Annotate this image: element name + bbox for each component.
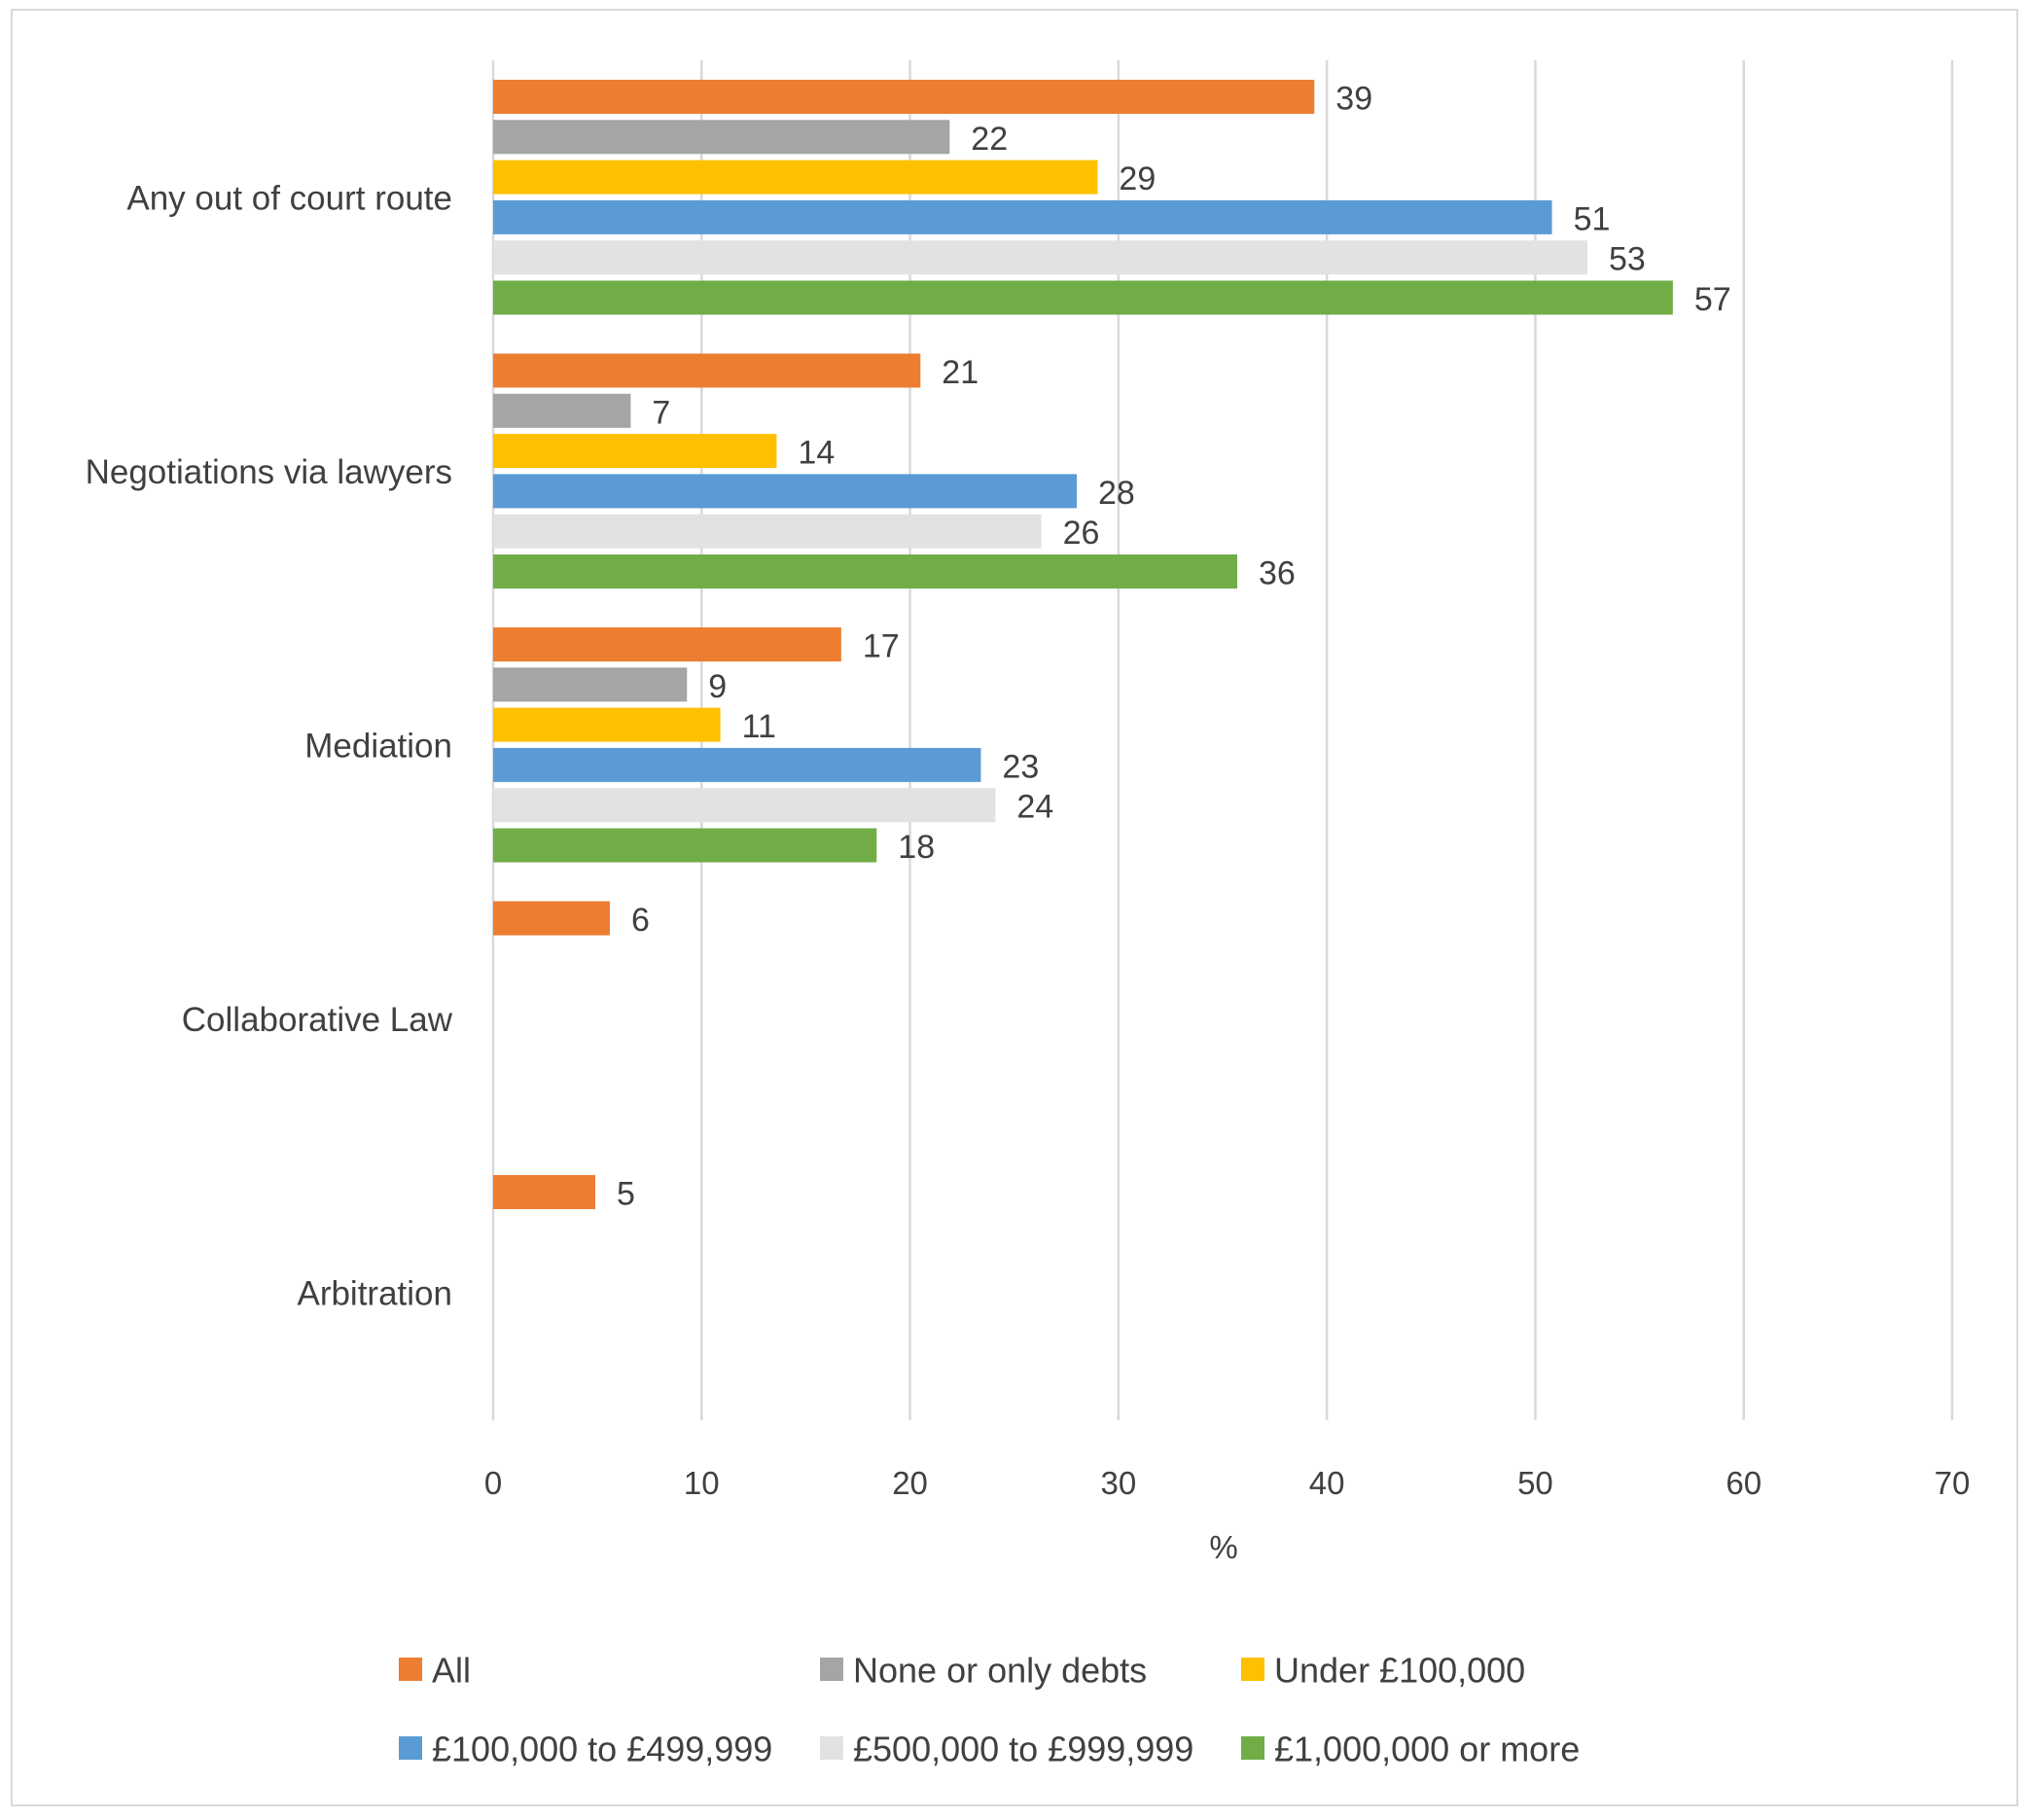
bar-5-1 [493,240,1587,275]
data-label-6-1: 57 [1694,281,1731,318]
x-tick-label-30: 30 [1100,1465,1136,1501]
bar-1-3 [493,627,841,661]
data-label-4-1: 51 [1574,200,1611,237]
data-label-2-1: 22 [971,121,1008,158]
data-labels: 39 21 17 6 5 22 7 9 29 14 11 51 28 23 53 26 24 57 36 18 [617,81,1731,1213]
category-label-negotiations-via-lawyers: Negotiations via lawyers [86,453,452,491]
data-label-3-1: 29 [1119,161,1156,197]
x-axis-title: % [1209,1529,1237,1565]
bars [493,80,1673,1209]
data-label-6-2: 36 [1259,555,1296,592]
legend-label-1: All [432,1651,471,1691]
bar-4-3 [493,747,981,782]
bar-4-2 [493,474,1077,509]
x-tick-label-0: 0 [484,1465,502,1501]
data-label-2-2: 7 [652,394,670,431]
legend-swatch-1 [399,1658,422,1681]
legend-label-4: £100,000 to £499,999 [432,1730,772,1769]
bar-5-3 [493,788,996,823]
bar-1-1 [493,80,1315,114]
x-tick-label-20: 20 [892,1465,928,1501]
data-label-1-4: 6 [631,902,650,939]
legend-label-2: None or only debts [853,1651,1147,1691]
category-label-collaborative-law: Collaborative Law [182,1001,453,1039]
bar-6-3 [493,828,877,863]
bar-2-1 [493,120,950,155]
legend-label-3: Under £100,000 [1274,1651,1525,1691]
x-tick-label-50: 50 [1517,1465,1553,1501]
bar-3-1 [493,160,1098,195]
data-label-5-3: 24 [1016,789,1053,826]
bar-3-2 [493,434,777,469]
bar-5-2 [493,514,1042,549]
bar-1-5 [493,1175,595,1209]
data-label-6-3: 18 [898,829,935,866]
data-label-4-2: 28 [1098,475,1135,512]
legend-swatch-2 [820,1658,843,1681]
legend-swatch-3 [1241,1658,1264,1681]
bar-1-4 [493,901,610,936]
data-label-5-1: 53 [1609,241,1646,278]
data-label-3-3: 11 [742,708,776,745]
category-label-mediation: Mediation [304,728,452,766]
category-label-arbitration: Arbitration [297,1275,452,1313]
x-tick-label-60: 60 [1726,1465,1762,1501]
bar-6-1 [493,280,1673,315]
data-label-1-5: 5 [617,1176,635,1213]
legend-swatch-5 [820,1736,843,1760]
legend-swatch-6 [1241,1736,1264,1760]
legend-label-5: £500,000 to £999,999 [853,1730,1193,1769]
data-label-2-3: 9 [708,668,727,705]
data-label-4-3: 23 [1002,748,1039,785]
bar-2-3 [493,667,688,702]
bar-1-2 [493,353,921,388]
legend-label-6: £1,000,000 or more [1274,1730,1580,1769]
x-tick-label-40: 40 [1309,1465,1345,1501]
x-tick-label-10: 10 [684,1465,720,1501]
data-label-1-2: 21 [942,354,979,391]
axes: 0 10 20 30 40 50 60 70 Any out of court route Neg… [86,180,1971,1502]
data-label-1-1: 39 [1335,81,1372,118]
data-label-5-2: 26 [1063,515,1100,552]
legend: All None or only debts Under £100,000 £100,… [399,1651,1580,1769]
bar-2-2 [493,393,631,428]
bar-4-1 [493,199,1552,234]
bar-6-2 [493,554,1237,589]
data-label-3-2: 14 [798,435,835,472]
data-label-1-3: 17 [863,628,900,665]
x-tick-label-70: 70 [1935,1465,1971,1501]
legend-swatch-4 [399,1736,422,1760]
chart-border [11,9,2018,1806]
category-label-any-out-of-court-route: Any out of court route [126,180,452,218]
bar-3-3 [493,707,721,742]
